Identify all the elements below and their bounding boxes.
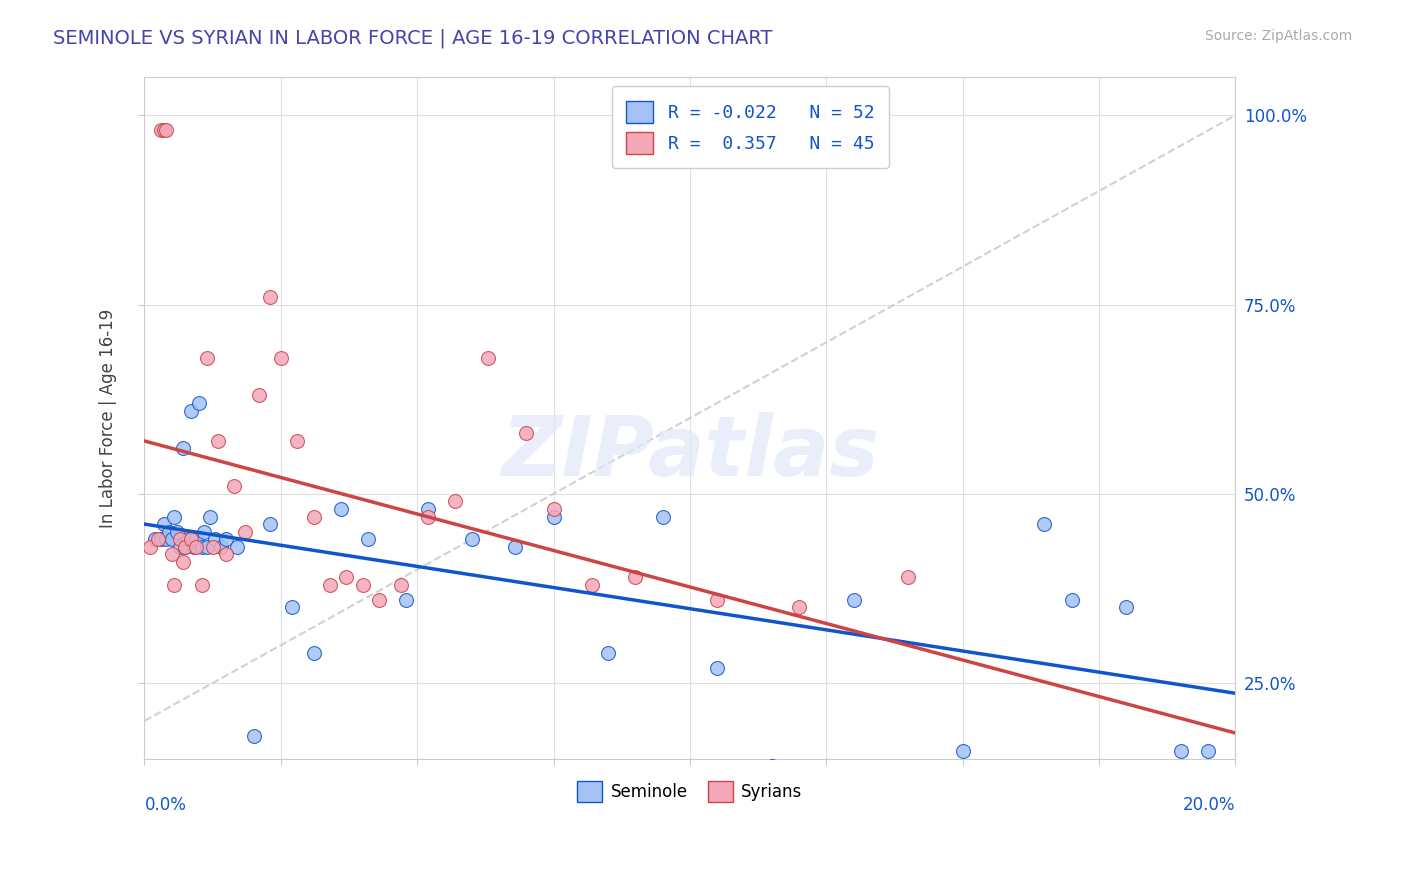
Point [247, 388, 270, 402]
Point [285, 434, 308, 448]
Point [505, 540, 527, 554]
Point [368, 592, 391, 607]
Legend: Seminole, Syrians: Seminole, Syrians [571, 774, 808, 808]
Point [188, 396, 211, 410]
Point [155, 533, 177, 547]
Point [155, 123, 177, 137]
Point [460, 533, 482, 547]
Point [302, 509, 325, 524]
Point [335, 570, 357, 584]
Point [195, 540, 218, 554]
Point [166, 524, 188, 539]
Point [357, 533, 380, 547]
Point [651, 509, 673, 524]
Point [190, 577, 212, 591]
Point [195, 351, 218, 365]
Point [177, 533, 200, 547]
Point [235, 524, 257, 539]
Point [193, 524, 215, 539]
Point [174, 540, 197, 554]
Point [515, 426, 537, 441]
Point [139, 540, 162, 554]
Point [842, 592, 865, 607]
Point [270, 351, 292, 365]
Point [1033, 517, 1056, 532]
Point [186, 540, 208, 554]
Point [157, 524, 180, 539]
Point [224, 479, 246, 493]
Point [543, 502, 565, 516]
Text: SEMINOLE VS SYRIAN IN LABOR FORCE | AGE 16-19 CORRELATION CHART: SEMINOLE VS SYRIAN IN LABOR FORCE | AGE … [53, 29, 773, 48]
Point [1170, 744, 1192, 758]
Point [198, 509, 221, 524]
Point [389, 577, 412, 591]
Text: ZIPatlas: ZIPatlas [501, 412, 879, 492]
Point [169, 533, 191, 547]
Point [581, 577, 603, 591]
Point [302, 646, 325, 660]
Point [416, 502, 439, 516]
Point [444, 494, 467, 508]
Point [160, 533, 183, 547]
Point [209, 540, 232, 554]
Point [163, 577, 186, 591]
Point [477, 351, 499, 365]
Point [416, 509, 439, 524]
Point [1060, 592, 1083, 607]
Point [979, 767, 1001, 781]
Point [259, 290, 281, 304]
Point [1197, 744, 1219, 758]
Point [215, 548, 238, 562]
Point [897, 570, 920, 584]
Point [952, 744, 974, 758]
Point [149, 533, 172, 547]
Point [183, 540, 205, 554]
Point [215, 533, 238, 547]
Point [180, 403, 202, 417]
Point [207, 434, 229, 448]
Point [152, 123, 174, 137]
Y-axis label: In Labor Force | Age 16-19: In Labor Force | Age 16-19 [100, 309, 117, 528]
Point [190, 540, 212, 554]
Point [201, 540, 224, 554]
Point [395, 592, 418, 607]
Point [172, 555, 194, 569]
Point [204, 533, 226, 547]
Point [787, 600, 810, 615]
Point [172, 442, 194, 456]
Point [596, 646, 619, 660]
Point [1115, 600, 1137, 615]
Point [242, 729, 264, 743]
Point [169, 540, 191, 554]
Point [329, 502, 352, 516]
Text: 20.0%: 20.0% [1182, 797, 1236, 814]
Text: Source: ZipAtlas.com: Source: ZipAtlas.com [1205, 29, 1353, 43]
Point [706, 592, 728, 607]
Point [624, 570, 647, 584]
Point [352, 577, 374, 591]
Point [280, 600, 302, 615]
Point [143, 533, 166, 547]
Text: 0.0%: 0.0% [145, 797, 187, 814]
Point [160, 548, 183, 562]
Point [163, 509, 186, 524]
Point [319, 577, 342, 591]
Point [146, 533, 169, 547]
Point [259, 517, 281, 532]
Point [706, 661, 728, 675]
Point [174, 540, 197, 554]
Point [543, 509, 565, 524]
Point [180, 533, 202, 547]
Point [186, 533, 208, 547]
Point [761, 759, 783, 773]
Point [152, 517, 174, 532]
Point [149, 123, 172, 137]
Point [226, 540, 249, 554]
